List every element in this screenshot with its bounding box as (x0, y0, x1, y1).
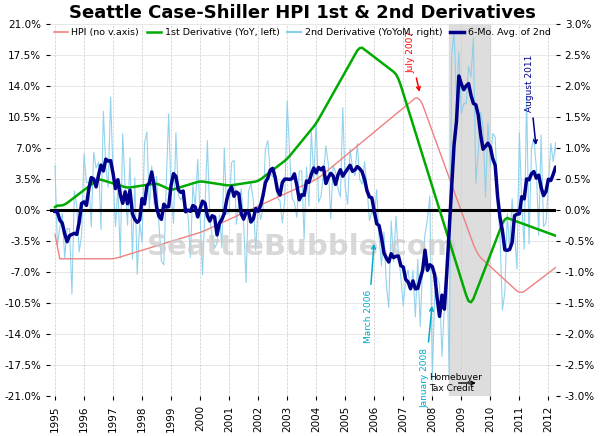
Text: January 2008: January 2008 (421, 308, 433, 408)
Title: Seattle Case-Shiller HPI 1st & 2nd Derivatives: Seattle Case-Shiller HPI 1st & 2nd Deriv… (70, 4, 536, 22)
Text: Homebuyer
Tax Credit: Homebuyer Tax Credit (430, 373, 482, 393)
Text: August 2011: August 2011 (525, 55, 537, 143)
Text: July 2007: July 2007 (406, 31, 420, 90)
Legend: HPI (no v.axis), 1st Derivative (YoY, left), 2nd Derivative (YoYoM, right), 6-Mo: HPI (no v.axis), 1st Derivative (YoY, le… (50, 25, 555, 41)
Text: SeattleBubble.com: SeattleBubble.com (147, 233, 458, 261)
Bar (449, 24, 490, 396)
Text: March 2006: March 2006 (364, 245, 376, 343)
